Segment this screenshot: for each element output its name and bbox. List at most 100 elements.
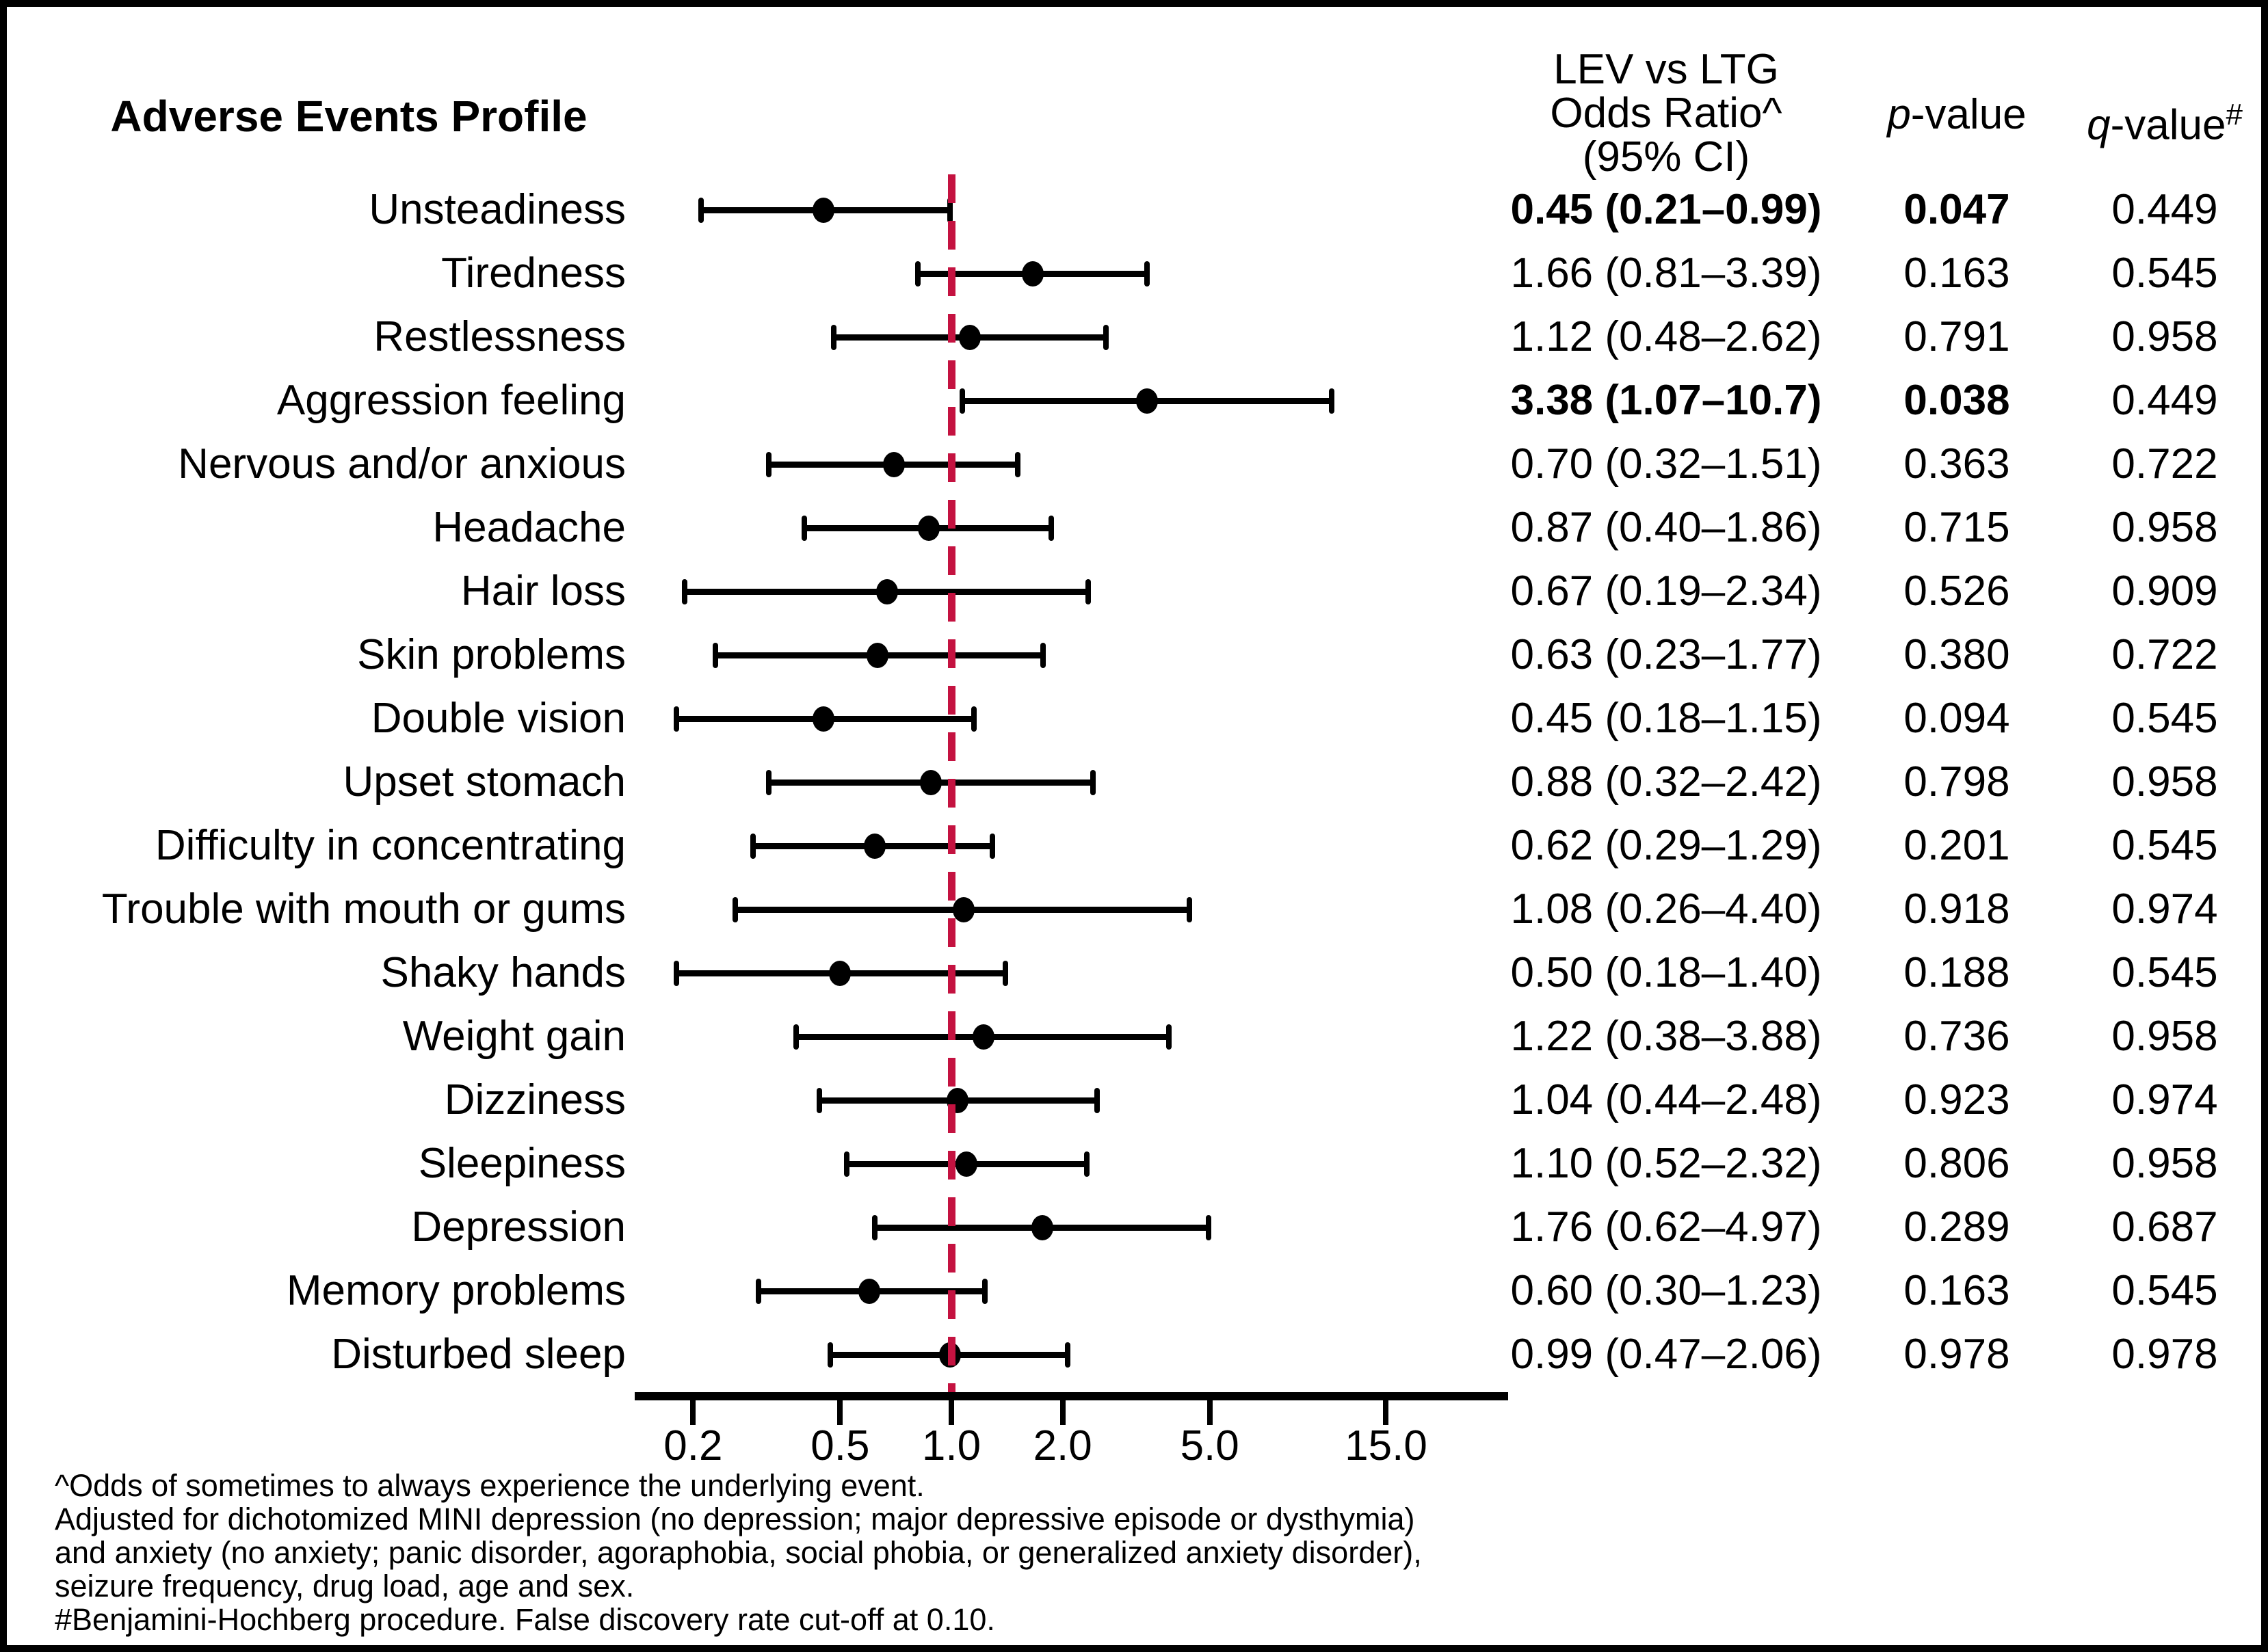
q-suffix: -value: [2110, 101, 2226, 149]
footnote-adjustment-1: Adjusted for dichotomized MINI depressio…: [55, 1502, 1415, 1536]
p-suffix: -value: [1910, 91, 2027, 138]
ci-cap-left: [755, 1279, 761, 1304]
or-value: 1.12 (0.48–2.62): [1510, 313, 1822, 360]
q-value-cell: 0.687: [2111, 1203, 2218, 1251]
ci-cap-left: [871, 1215, 878, 1240]
row-label: Unsteadiness: [369, 186, 626, 233]
ci-cap-left: [765, 770, 772, 795]
x-tick-mark: [837, 1400, 843, 1425]
x-tick-label: 0.5: [810, 1422, 870, 1469]
ci-cap-left: [673, 961, 679, 986]
p-value-cell: 0.380: [1903, 631, 2010, 678]
ci-cap-left: [698, 198, 704, 223]
q-value-column-header: q-value#: [2055, 93, 2261, 149]
ci-cap-right: [1186, 897, 1192, 922]
p-value-cell: 0.047: [1903, 186, 2010, 233]
q-letter: q: [2087, 101, 2111, 149]
x-axis-line: [635, 1392, 1508, 1400]
row-label: Disturbed sleep: [331, 1331, 626, 1378]
x-tick-label: 0.2: [663, 1422, 723, 1469]
ci-cap-left: [673, 706, 679, 732]
x-tick-label: 2.0: [1033, 1422, 1092, 1469]
footnote-adjustment-3: seizure frequency, drug load, age and se…: [55, 1569, 635, 1603]
ci-cap-right: [1103, 325, 1109, 350]
footnote-hash: #Benjamini-Hochberg procedure. False dis…: [55, 1602, 995, 1637]
or-marker: [863, 834, 886, 859]
or-marker: [958, 325, 981, 350]
or-marker: [812, 706, 834, 732]
p-value-cell: 0.715: [1903, 504, 2010, 551]
q-value-cell: 0.545: [2111, 822, 2218, 869]
p-value-cell: 0.163: [1903, 1267, 2010, 1314]
p-value-cell: 0.163: [1903, 250, 2010, 297]
ci-cap-left: [682, 579, 688, 604]
x-tick-mark: [1059, 1400, 1066, 1425]
ci-cap-left: [827, 1342, 833, 1368]
or-column-header: LEV vs LTG Odds Ratio^ (95% CI): [1440, 48, 1892, 179]
ci-cap-left: [793, 1024, 799, 1050]
or-value: 1.10 (0.52–2.32): [1510, 1140, 1822, 1187]
ci-cap-right: [1002, 961, 1008, 986]
q-value-cell: 0.974: [2111, 1076, 2218, 1123]
or-marker: [1021, 261, 1044, 287]
or-value: 0.67 (0.19–2.34): [1510, 568, 1822, 615]
p-value-cell: 0.094: [1903, 695, 2010, 742]
or-value: 1.08 (0.26–4.40): [1510, 885, 1822, 933]
x-tick-label: 15.0: [1345, 1422, 1427, 1469]
or-value: 0.70 (0.32–1.51): [1510, 440, 1822, 488]
row-label: Restlessness: [373, 313, 626, 360]
row-label: Hair loss: [460, 568, 626, 615]
q-superscript: #: [2226, 98, 2243, 131]
or-marker: [866, 643, 888, 668]
ci-cap-right: [1144, 261, 1150, 287]
row-label: Headache: [432, 504, 626, 551]
q-value-cell: 0.958: [2111, 1013, 2218, 1060]
or-marker: [918, 516, 940, 541]
q-value-cell: 0.449: [2111, 377, 2218, 424]
or-value: 1.66 (0.81–3.39): [1510, 250, 1822, 297]
or-value: 0.63 (0.23–1.77): [1510, 631, 1822, 678]
p-value-cell: 0.736: [1903, 1013, 2010, 1060]
x-tick-mark: [1206, 1400, 1213, 1425]
row-label: Trouble with mouth or gums: [101, 885, 626, 933]
figure-title: Adverse Events Profile: [110, 92, 588, 141]
or-marker: [876, 579, 899, 604]
p-value-column-header: p-value: [1847, 93, 2066, 137]
footnote-adjustment-2: and anxiety (no anxiety; panic disorder,…: [55, 1535, 1422, 1570]
x-tick-mark: [690, 1400, 696, 1425]
ci-cap-left: [802, 516, 808, 541]
q-value-cell: 0.909: [2111, 568, 2218, 615]
row-label: Shaky hands: [380, 949, 626, 996]
ci-cap-left: [830, 325, 836, 350]
ci-cap-left: [959, 388, 965, 414]
q-value-cell: 0.545: [2111, 1267, 2218, 1314]
q-value-cell: 0.958: [2111, 758, 2218, 805]
ci-cap-right: [1094, 1088, 1100, 1113]
ci-cap-right: [1206, 1215, 1212, 1240]
p-value-cell: 0.923: [1903, 1076, 2010, 1123]
x-tick-mark: [1383, 1400, 1389, 1425]
or-marker: [955, 1151, 978, 1177]
or-value: 0.45 (0.18–1.15): [1510, 695, 1822, 742]
ci-cap-right: [1166, 1024, 1172, 1050]
q-value-cell: 0.449: [2111, 186, 2218, 233]
row-label: Difficulty in concentrating: [155, 822, 626, 869]
ci-cap-left: [843, 1151, 849, 1177]
q-value-cell: 0.545: [2111, 250, 2218, 297]
ci-cap-right: [989, 834, 995, 859]
ci-cap-right: [1064, 1342, 1070, 1368]
p-value-cell: 0.918: [1903, 885, 2010, 933]
row-label: Upset stomach: [343, 758, 626, 805]
or-value: 0.99 (0.47–2.06): [1510, 1331, 1822, 1378]
ci-cap-right: [1014, 452, 1020, 477]
q-value-cell: 0.545: [2111, 949, 2218, 996]
p-value-cell: 0.806: [1903, 1140, 2010, 1187]
or-value: 0.62 (0.29–1.29): [1510, 822, 1822, 869]
ci-cap-left: [765, 452, 772, 477]
q-value-cell: 0.974: [2111, 885, 2218, 933]
p-value-cell: 0.978: [1903, 1331, 2010, 1378]
p-value-cell: 0.038: [1903, 377, 2010, 424]
row-label: Double vision: [371, 695, 626, 742]
or-marker: [1031, 1215, 1053, 1240]
q-value-cell: 0.958: [2111, 1140, 2218, 1187]
